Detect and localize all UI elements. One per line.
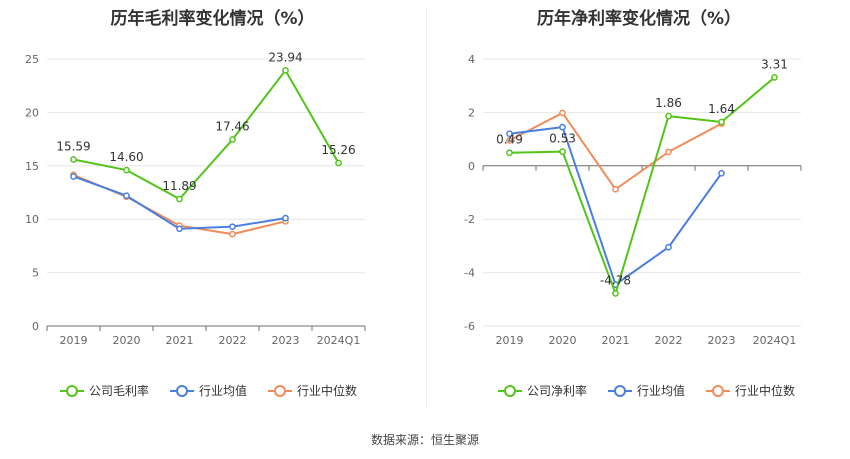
gross-margin-legend-label: 行业均值 xyxy=(199,383,247,398)
net-margin-series-line xyxy=(509,126,723,286)
gross-margin-data-point xyxy=(282,214,289,222)
gross-margin-x-tick-label: 2023 xyxy=(272,334,300,347)
net-margin-y-tick-label: 4 xyxy=(468,53,475,66)
panel-divider xyxy=(426,8,427,408)
net-margin-legend-label: 行业均值 xyxy=(637,383,685,398)
gross-margin-x-tick-label: 2022 xyxy=(219,334,247,347)
gross-margin-data-point xyxy=(335,159,342,167)
net-margin-data-point xyxy=(506,130,513,138)
gross-margin-data-label: 15.26 xyxy=(321,143,355,157)
gross-margin-x-tick-label: 2020 xyxy=(113,334,141,347)
net-margin-data-point xyxy=(665,243,672,251)
net-margin-chart: -6 -4 -2 0 2 4 2019 2020 2021 2022 2023 2024Q1 0.49 0… xyxy=(464,53,802,398)
gross-margin-y-tick-label: 15 xyxy=(25,160,39,173)
gross-margin-y-tick-label: 5 xyxy=(32,267,39,280)
gross-margin-data-point xyxy=(70,173,77,180)
net-margin-data-point xyxy=(718,169,725,177)
net-margin-x-tick-label: 2023 xyxy=(708,334,736,347)
gross-margin-y-tick-label: 20 xyxy=(25,106,39,119)
net-margin-data-label: 0.53 xyxy=(549,132,576,146)
gross-margin-legend-marker xyxy=(176,385,188,397)
net-margin-series-line xyxy=(509,76,776,295)
gross-margin-data-label: 23.94 xyxy=(268,50,302,64)
net-margin-chart-panel: 历年净利率变化情况（%） -6 -4 -2 0 2 4 2019 2020 2021 2022 20… xyxy=(428,0,850,420)
net-margin-legend-marker xyxy=(504,385,516,397)
net-margin-x-tick-label: 2024Q1 xyxy=(753,334,797,347)
net-margin-data-label: 1.86 xyxy=(655,96,682,110)
gross-margin-series-line xyxy=(73,69,340,201)
net-margin-legend-marker xyxy=(614,385,626,397)
net-margin-legend-label: 公司净利率 xyxy=(527,383,587,398)
gross-margin-data-label: 11.89 xyxy=(162,179,196,193)
gross-margin-data-label: 14.60 xyxy=(109,150,143,164)
data-source-label: 数据来源：恒生聚源 xyxy=(370,433,479,447)
net-margin-x-tick-label: 2019 xyxy=(496,334,524,347)
gross-margin-y-tick-label: 25 xyxy=(25,53,39,66)
gross-margin-data-label: 17.46 xyxy=(215,120,249,134)
net-margin-y-tick-label: 0 xyxy=(468,160,475,173)
gross-margin-data-point xyxy=(176,225,183,233)
gross-margin-data-label: 15.59 xyxy=(56,139,90,153)
gross-margin-chart: 0 5 10 15 20 25 2019 2020 2021 2022 2023 2024Q1 15.5… xyxy=(25,50,366,398)
net-margin-y-tick-label: 2 xyxy=(468,106,475,119)
net-margin-data-point xyxy=(612,185,619,193)
net-margin-data-label: -4.78 xyxy=(600,273,631,287)
gross-margin-data-point xyxy=(70,156,77,163)
net-margin-data-point xyxy=(506,137,513,144)
gross-margin-legend-label: 公司毛利率 xyxy=(89,383,149,398)
net-margin-data-label: 1.64 xyxy=(708,102,735,116)
net-margin-data-point xyxy=(718,118,725,126)
gross-margin-data-point xyxy=(229,230,236,238)
net-margin-y-tick-label: -2 xyxy=(464,213,475,226)
net-margin-legend-label: 行业中位数 xyxy=(735,383,795,398)
net-margin-chart-title: 历年净利率变化情况（%） xyxy=(536,9,742,29)
gross-margin-data-point xyxy=(123,166,130,174)
gross-margin-data-point xyxy=(229,136,236,143)
net-margin-data-point xyxy=(665,112,672,120)
net-margin-y-tick-label: -4 xyxy=(464,267,475,280)
net-margin-x-tick-label: 2022 xyxy=(655,334,683,347)
gross-margin-legend-marker xyxy=(274,385,286,397)
gross-margin-chart-title: 历年毛利率变化情况（%） xyxy=(110,9,315,29)
net-margin-x-tick-label: 2021 xyxy=(602,334,630,347)
gross-margin-data-point xyxy=(282,66,289,74)
net-margin-data-point xyxy=(506,149,513,157)
gross-margin-y-tick-label: 10 xyxy=(25,213,39,226)
net-margin-data-point xyxy=(559,109,566,117)
net-margin-data-point xyxy=(559,123,566,131)
net-margin-data-point xyxy=(612,290,619,297)
net-margin-data-point xyxy=(771,74,778,81)
gross-margin-chart-panel: 历年毛利率变化情况（%） 0 5 10 15 20 25 2019 2020 2021 2022 2… xyxy=(0,0,425,420)
net-margin-y-tick-label: -6 xyxy=(464,320,475,333)
gross-margin-data-point xyxy=(229,223,236,231)
net-margin-x-tick-label: 2020 xyxy=(549,334,577,347)
net-margin-data-label: 0.49 xyxy=(496,133,523,147)
gross-margin-data-point xyxy=(176,195,183,203)
gross-margin-data-point xyxy=(123,192,130,200)
gross-margin-legend-label: 行业中位数 xyxy=(297,383,357,398)
net-margin-data-point xyxy=(559,148,566,155)
gross-margin-x-tick-label: 2019 xyxy=(60,334,88,347)
net-margin-data-point xyxy=(665,148,672,156)
gross-margin-x-tick-label: 2021 xyxy=(166,334,194,347)
gross-margin-y-tick-label: 0 xyxy=(32,320,39,333)
net-margin-data-label: 3.31 xyxy=(761,57,788,71)
gross-margin-legend-marker xyxy=(66,385,78,397)
gross-margin-x-tick-label: 2024Q1 xyxy=(317,334,361,347)
net-margin-legend-marker xyxy=(712,385,724,397)
